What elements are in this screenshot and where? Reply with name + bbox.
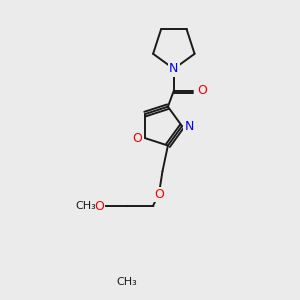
Text: CH₃: CH₃ — [117, 278, 137, 287]
Text: O: O — [94, 200, 104, 213]
Text: O: O — [132, 132, 142, 145]
Text: CH₃: CH₃ — [76, 201, 97, 211]
Text: N: N — [169, 62, 178, 75]
Text: O: O — [197, 84, 207, 97]
Text: O: O — [154, 188, 164, 201]
Text: N: N — [185, 120, 194, 133]
